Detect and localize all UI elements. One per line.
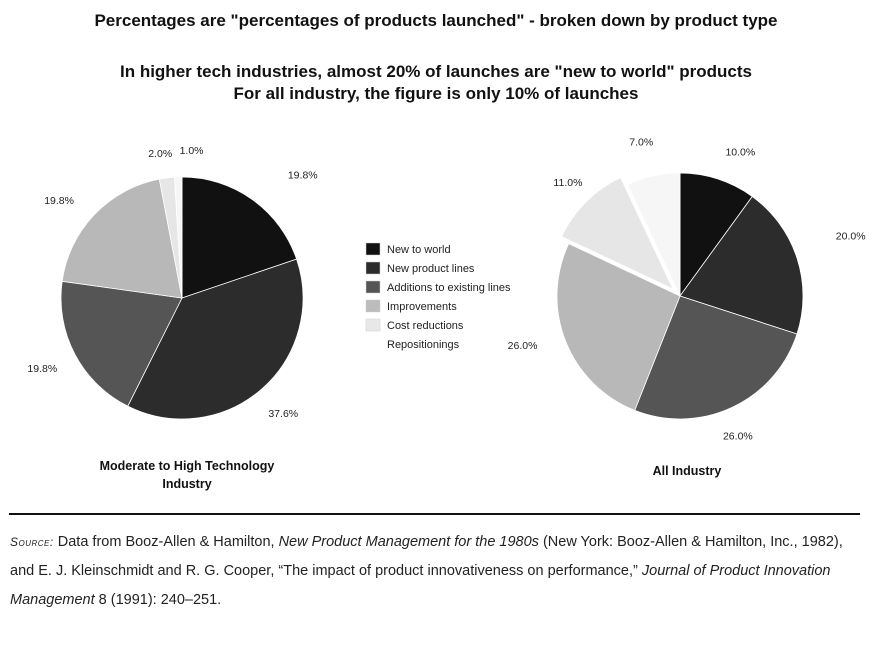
pie-data-label: 19.8%	[44, 195, 74, 207]
legend-swatch-repositionings	[366, 338, 380, 350]
pie-data-label: 19.8%	[27, 363, 57, 375]
legend-swatch-new-to-world	[365, 242, 381, 256]
pie-data-label: 10.0%	[725, 146, 755, 158]
source-label: Source:	[10, 535, 54, 549]
chart-title: Moderate to High Technology	[100, 459, 275, 473]
source-note: Source: Data from Booz-Allen & Hamilton,…	[10, 528, 850, 615]
legend-swatch-additions-to-existing-lines	[365, 280, 381, 294]
legend-label-new-to-world: New to world	[387, 244, 451, 256]
divider-rule	[9, 513, 860, 515]
headline-line-1: Percentages are "percentages of products…	[94, 11, 778, 30]
pie-slice-improvements	[61, 178, 183, 299]
source-journal-title: Journal of Product Innovation Management	[10, 563, 831, 608]
source-text-3: 8 (1991): 240–251.	[94, 592, 222, 608]
pie-data-label: 11.0%	[553, 177, 582, 189]
charts-canvas: 19.8% 37.6% 19.8% 19.8% 2.0% 1.0% Moderate to …	[27, 137, 866, 491]
pie-slice-additions-to-existing-lines	[60, 280, 183, 407]
pie-data-label: 7.0%	[629, 137, 653, 149]
chart-title: Industry	[162, 477, 211, 491]
source-book-title: New Product Management for the 1980s	[278, 534, 539, 550]
pie-data-label: 19.8%	[288, 170, 318, 182]
pie-data-label: 2.0%	[148, 148, 172, 160]
legend-label-cost-reductions: Cost reductions	[387, 320, 464, 332]
legend-swatch-cost-reductions	[365, 318, 381, 332]
pie-slice-new-to-world	[679, 172, 753, 298]
pie-chart-high-tech: 19.8% 37.6% 19.8% 19.8% 2.0% 1.0% Moderate to …	[27, 145, 317, 491]
pie-slice-slice-5	[627, 172, 681, 297]
legend-swatch-new-product-lines	[365, 261, 381, 275]
pie-slice-cost-reductions	[561, 177, 674, 290]
legend-label-additions-to-existing-lines: Additions to existing lines	[387, 282, 511, 294]
legend: New to world New product lines Additions t…	[365, 242, 511, 351]
pie-slice-new-to-world	[181, 176, 298, 299]
pie-chart-all-industry: 10.0% 20.0% 26.0% 26.0% 11.0% 7.0% All Industr…	[508, 137, 866, 478]
pie-data-label: 26.0%	[508, 340, 538, 352]
legend-label-repositionings: Repositionings	[387, 339, 460, 351]
pie-slice-additions-to-existing-lines	[634, 295, 798, 420]
legend-label-new-product-lines: New product lines	[387, 263, 475, 275]
source-text-2: (New York: Booz-Allen & Hamilton, Inc., …	[10, 534, 843, 579]
headline-line-3: For all industry, the figure is only 10%…	[233, 84, 639, 103]
pie-slice-improvements	[556, 243, 681, 411]
pie-data-label: 26.0%	[723, 431, 753, 443]
pie-slice-new-product-lines	[127, 258, 304, 420]
legend-label-improvements: Improvements	[387, 301, 457, 313]
pie-data-label: 1.0%	[180, 145, 204, 157]
pie-data-label: 20.0%	[836, 231, 866, 243]
pie-slice-new-product-lines	[679, 195, 804, 335]
legend-swatch-improvements	[365, 299, 381, 313]
source-text-1: Data from Booz-Allen & Hamilton,	[53, 534, 279, 550]
headline-line-2: In higher tech industries, almost 20% of…	[119, 62, 752, 81]
pie-data-label: 37.6%	[268, 408, 298, 420]
pie-slice-repositionings	[173, 176, 183, 299]
chart-title: All Industry	[653, 464, 722, 478]
